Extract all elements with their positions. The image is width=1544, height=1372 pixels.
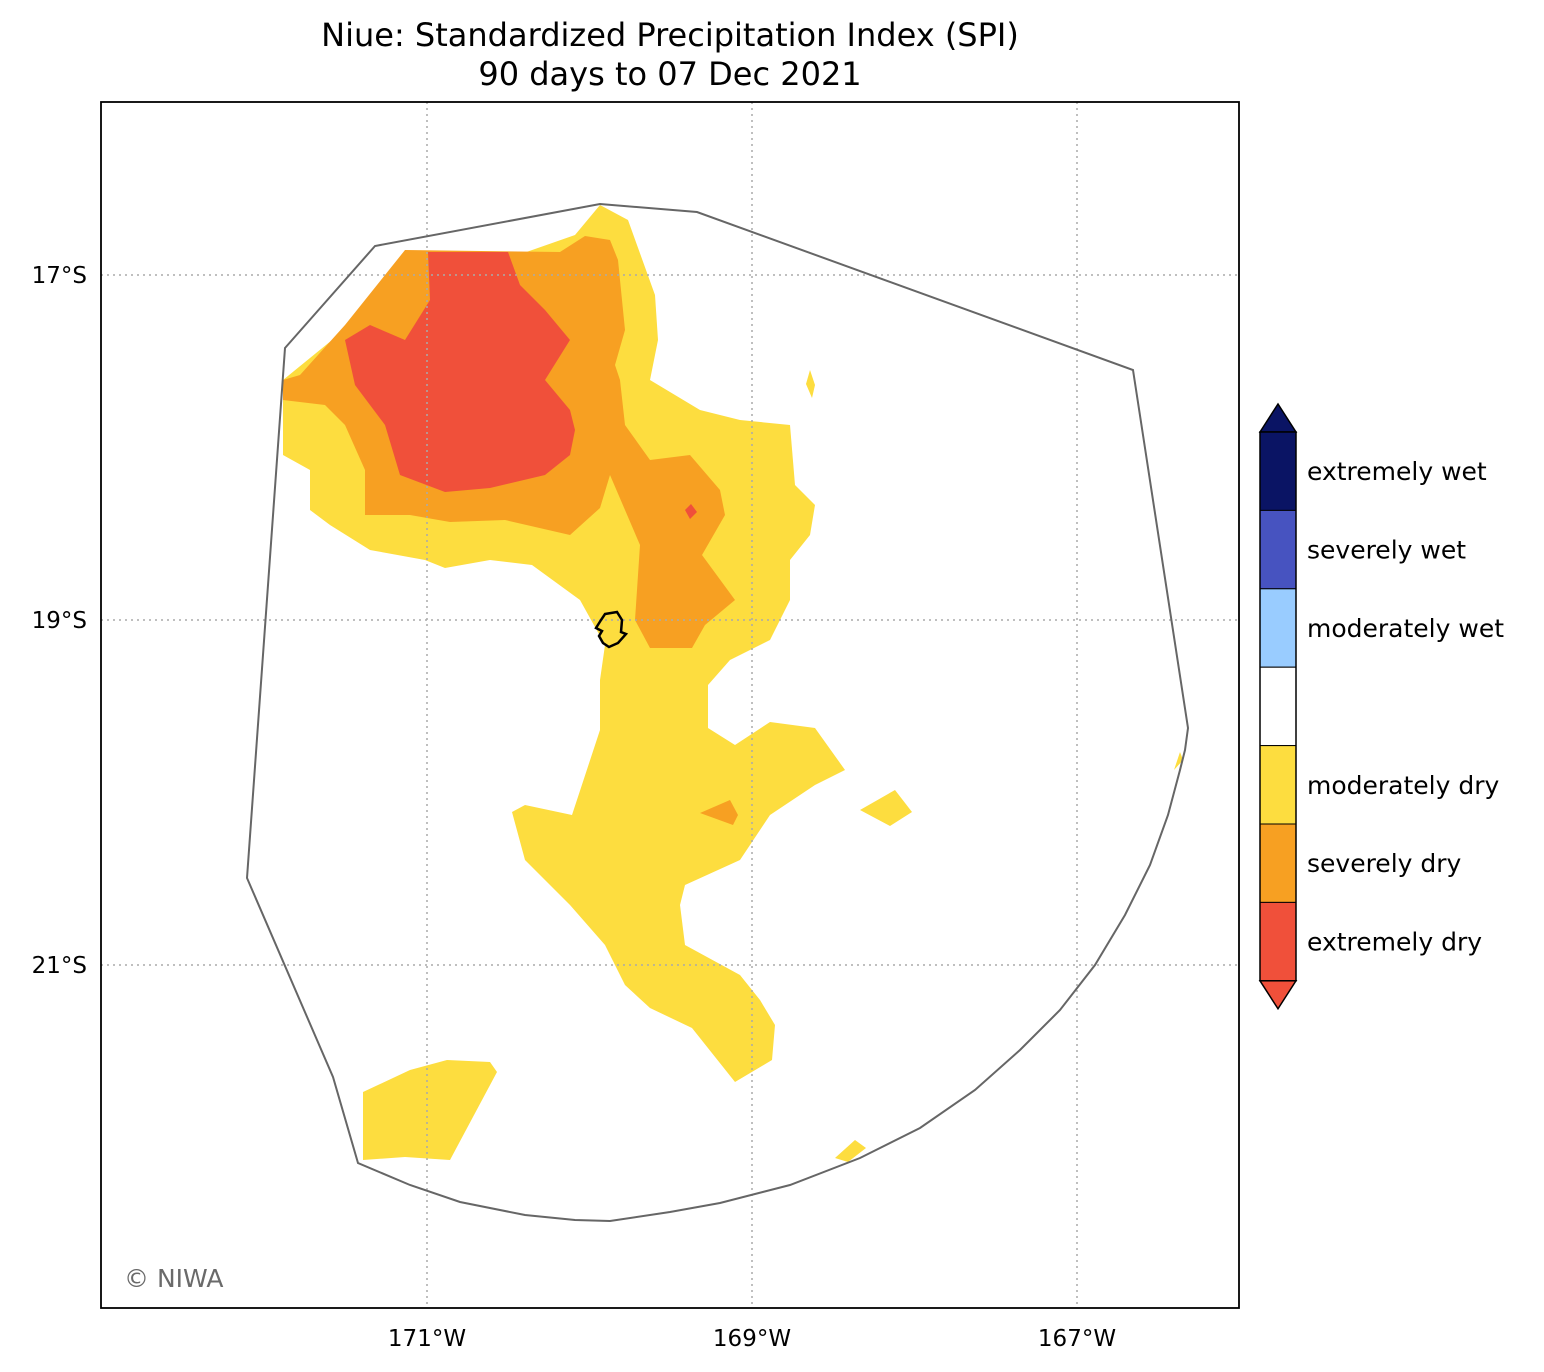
lon-tick-label: 169°W <box>713 1326 791 1352</box>
axis-tick-labels: 171°W 169°W 167°W 17°S 19°S 21°S <box>32 263 1116 1352</box>
lat-tick-label: 21°S <box>32 953 87 979</box>
severely-dry-patch-south <box>700 800 738 825</box>
legend-label: extremely wet <box>1307 457 1487 486</box>
map-title: Niue: Standardized Precipitation Index (… <box>321 16 1019 54</box>
map-frame <box>100 101 1240 1309</box>
lon-tick-label: 167°W <box>1038 1326 1116 1352</box>
legend-swatch <box>1259 509 1297 590</box>
legend-swatch <box>1259 901 1297 982</box>
moderately-dry-patch-east <box>860 790 912 826</box>
colorbar-extend-top <box>1258 402 1298 433</box>
extremely-dry-core-region <box>345 252 575 492</box>
map-panel: 171°W 169°W 167°W 17°S 19°S 21°S © NIWA <box>32 101 1240 1352</box>
legend-label: extremely dry <box>1307 928 1482 957</box>
lon-tick-label: 171°W <box>388 1326 466 1352</box>
spi-extremely-dry-areas <box>345 252 697 519</box>
legend-swatch <box>1259 588 1297 668</box>
gridlines <box>101 102 1239 1308</box>
legend-swatch <box>1259 745 1297 825</box>
legend-swatch <box>1259 431 1297 511</box>
legend-label: moderately wet <box>1307 614 1504 643</box>
colorbar-outline <box>1259 431 1297 982</box>
moderately-dry-patch-small-edge <box>1174 752 1183 770</box>
lat-tick-label: 19°S <box>32 608 87 634</box>
lat-tick-label: 17°S <box>32 263 87 289</box>
legend-label: severely dry <box>1307 849 1462 878</box>
legend-swatch <box>1259 666 1297 747</box>
extremely-dry-patch-small <box>685 504 697 519</box>
map-subtitle: 90 days to 07 Dec 2021 <box>478 55 861 93</box>
spi-legend-colorbar: extremely wet severely wet moderately wet m… <box>1258 402 1504 1011</box>
eez-boundary-line <box>245 202 1190 1223</box>
moderately-dry-patch-southwest <box>363 1060 497 1160</box>
moderately-dry-patch-small-north <box>806 370 815 398</box>
legend-label: severely wet <box>1307 536 1466 565</box>
legend-label: moderately dry <box>1307 771 1500 800</box>
severely-dry-inlet <box>400 265 410 300</box>
colorbar-extend-bottom <box>1258 980 1298 1011</box>
niue-island-outline <box>594 610 629 649</box>
copyright-credit: © NIWA <box>124 1264 223 1293</box>
legend-swatch <box>1259 823 1297 903</box>
moderately-dry-patch-small-south <box>835 1140 866 1162</box>
